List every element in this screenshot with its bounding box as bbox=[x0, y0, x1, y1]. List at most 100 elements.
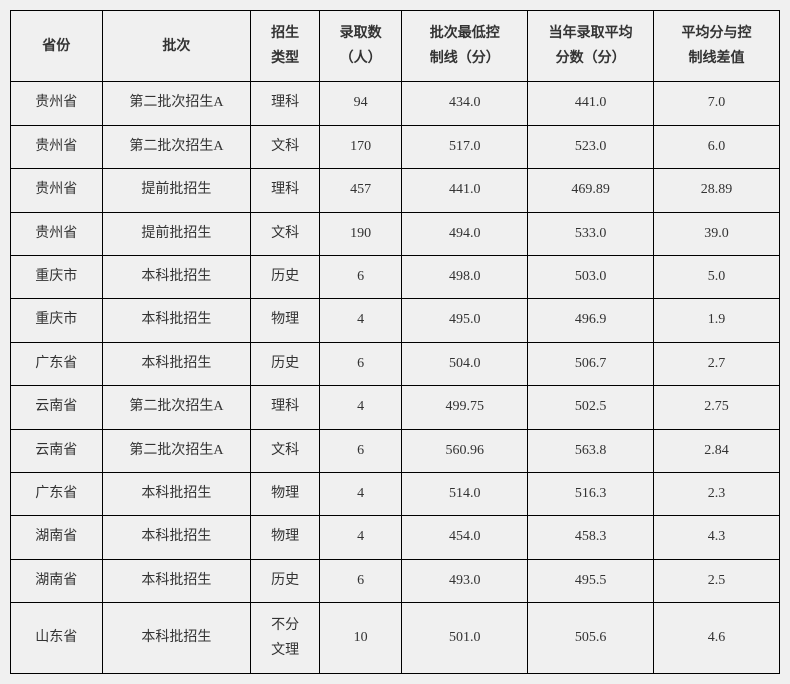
cell-province: 重庆市 bbox=[11, 299, 103, 342]
cell-batch: 第二批次招生A bbox=[102, 82, 251, 125]
table-row: 湖南省本科批招生物理4454.0458.34.3 bbox=[11, 516, 780, 559]
cell-minline: 514.0 bbox=[402, 472, 528, 515]
cell-type: 理科 bbox=[251, 169, 320, 212]
cell-diff: 2.5 bbox=[654, 559, 780, 602]
col-header-diff: 平均分与控制线差值 bbox=[654, 11, 780, 82]
cell-minline: 517.0 bbox=[402, 125, 528, 168]
cell-count: 4 bbox=[319, 299, 401, 342]
cell-province: 贵州省 bbox=[11, 169, 103, 212]
table-row: 贵州省提前批招生理科457441.0469.8928.89 bbox=[11, 169, 780, 212]
cell-type: 理科 bbox=[251, 82, 320, 125]
cell-type: 文科 bbox=[251, 429, 320, 472]
cell-count: 457 bbox=[319, 169, 401, 212]
cell-avgscore: 458.3 bbox=[528, 516, 654, 559]
header-row: 省份 批次 招生类型 录取数（人） 批次最低控制线（分） 当年录取平均分数（分）… bbox=[11, 11, 780, 82]
cell-count: 170 bbox=[319, 125, 401, 168]
col-header-minline: 批次最低控制线（分） bbox=[402, 11, 528, 82]
cell-diff: 4.6 bbox=[654, 603, 780, 674]
cell-type: 物理 bbox=[251, 516, 320, 559]
table-row: 贵州省提前批招生文科190494.0533.039.0 bbox=[11, 212, 780, 255]
cell-diff: 2.75 bbox=[654, 386, 780, 429]
cell-batch: 本科批招生 bbox=[102, 342, 251, 385]
cell-avgscore: 503.0 bbox=[528, 255, 654, 298]
cell-avgscore: 506.7 bbox=[528, 342, 654, 385]
cell-province: 重庆市 bbox=[11, 255, 103, 298]
cell-diff: 6.0 bbox=[654, 125, 780, 168]
cell-minline: 560.96 bbox=[402, 429, 528, 472]
cell-avgscore: 502.5 bbox=[528, 386, 654, 429]
cell-minline: 499.75 bbox=[402, 386, 528, 429]
cell-province: 贵州省 bbox=[11, 125, 103, 168]
cell-type: 历史 bbox=[251, 342, 320, 385]
cell-batch: 提前批招生 bbox=[102, 169, 251, 212]
cell-diff: 39.0 bbox=[654, 212, 780, 255]
cell-count: 190 bbox=[319, 212, 401, 255]
cell-batch: 本科批招生 bbox=[102, 559, 251, 602]
col-header-count: 录取数（人） bbox=[319, 11, 401, 82]
table-header: 省份 批次 招生类型 录取数（人） 批次最低控制线（分） 当年录取平均分数（分）… bbox=[11, 11, 780, 82]
table-row: 广东省本科批招生物理4514.0516.32.3 bbox=[11, 472, 780, 515]
cell-count: 6 bbox=[319, 559, 401, 602]
cell-batch: 本科批招生 bbox=[102, 299, 251, 342]
table-row: 贵州省第二批次招生A文科170517.0523.06.0 bbox=[11, 125, 780, 168]
table-row: 云南省第二批次招生A理科4499.75502.52.75 bbox=[11, 386, 780, 429]
cell-count: 6 bbox=[319, 342, 401, 385]
cell-minline: 493.0 bbox=[402, 559, 528, 602]
cell-province: 贵州省 bbox=[11, 82, 103, 125]
cell-avgscore: 505.6 bbox=[528, 603, 654, 674]
cell-diff: 1.9 bbox=[654, 299, 780, 342]
cell-province: 广东省 bbox=[11, 472, 103, 515]
cell-minline: 501.0 bbox=[402, 603, 528, 674]
cell-minline: 454.0 bbox=[402, 516, 528, 559]
cell-batch: 第二批次招生A bbox=[102, 429, 251, 472]
cell-batch: 本科批招生 bbox=[102, 472, 251, 515]
cell-count: 4 bbox=[319, 472, 401, 515]
cell-batch: 第二批次招生A bbox=[102, 125, 251, 168]
cell-type: 历史 bbox=[251, 255, 320, 298]
table-row: 云南省第二批次招生A文科6560.96563.82.84 bbox=[11, 429, 780, 472]
cell-batch: 本科批招生 bbox=[102, 255, 251, 298]
cell-avgscore: 516.3 bbox=[528, 472, 654, 515]
table-row: 山东省本科批招生不分文理10501.0505.64.6 bbox=[11, 603, 780, 674]
cell-avgscore: 563.8 bbox=[528, 429, 654, 472]
cell-avgscore: 469.89 bbox=[528, 169, 654, 212]
cell-minline: 441.0 bbox=[402, 169, 528, 212]
cell-avgscore: 523.0 bbox=[528, 125, 654, 168]
cell-diff: 2.7 bbox=[654, 342, 780, 385]
cell-province: 湖南省 bbox=[11, 516, 103, 559]
cell-type: 历史 bbox=[251, 559, 320, 602]
cell-minline: 434.0 bbox=[402, 82, 528, 125]
cell-type: 文科 bbox=[251, 125, 320, 168]
cell-minline: 504.0 bbox=[402, 342, 528, 385]
cell-province: 山东省 bbox=[11, 603, 103, 674]
cell-batch: 第二批次招生A bbox=[102, 386, 251, 429]
col-header-batch: 批次 bbox=[102, 11, 251, 82]
cell-avgscore: 495.5 bbox=[528, 559, 654, 602]
cell-diff: 28.89 bbox=[654, 169, 780, 212]
table-row: 重庆市本科批招生历史6498.0503.05.0 bbox=[11, 255, 780, 298]
cell-type: 文科 bbox=[251, 212, 320, 255]
table-row: 重庆市本科批招生物理4495.0496.91.9 bbox=[11, 299, 780, 342]
cell-batch: 本科批招生 bbox=[102, 516, 251, 559]
table-row: 湖南省本科批招生历史6493.0495.52.5 bbox=[11, 559, 780, 602]
table-body: 贵州省第二批次招生A理科94434.0441.07.0贵州省第二批次招生A文科1… bbox=[11, 82, 780, 674]
cell-type: 物理 bbox=[251, 472, 320, 515]
col-header-type: 招生类型 bbox=[251, 11, 320, 82]
cell-avgscore: 441.0 bbox=[528, 82, 654, 125]
cell-batch: 提前批招生 bbox=[102, 212, 251, 255]
cell-count: 6 bbox=[319, 429, 401, 472]
cell-diff: 2.84 bbox=[654, 429, 780, 472]
cell-diff: 2.3 bbox=[654, 472, 780, 515]
cell-count: 6 bbox=[319, 255, 401, 298]
cell-count: 94 bbox=[319, 82, 401, 125]
table-row: 贵州省第二批次招生A理科94434.0441.07.0 bbox=[11, 82, 780, 125]
cell-minline: 495.0 bbox=[402, 299, 528, 342]
cell-province: 湖南省 bbox=[11, 559, 103, 602]
cell-province: 贵州省 bbox=[11, 212, 103, 255]
cell-type: 理科 bbox=[251, 386, 320, 429]
cell-province: 云南省 bbox=[11, 386, 103, 429]
cell-count: 4 bbox=[319, 516, 401, 559]
cell-type: 不分文理 bbox=[251, 603, 320, 674]
admissions-table: 省份 批次 招生类型 录取数（人） 批次最低控制线（分） 当年录取平均分数（分）… bbox=[10, 10, 780, 674]
cell-diff: 4.3 bbox=[654, 516, 780, 559]
